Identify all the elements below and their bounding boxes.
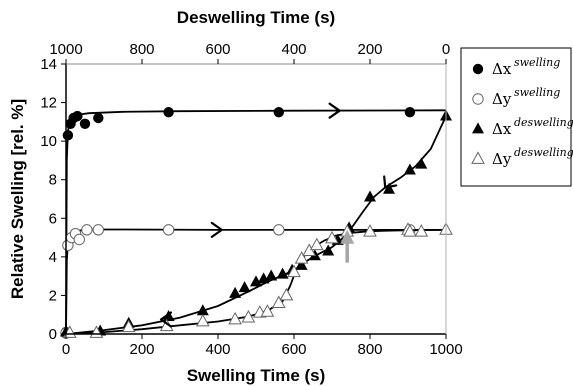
data-point	[404, 107, 416, 118]
data-point	[294, 251, 309, 264]
legend-label-main: Δy	[492, 150, 512, 168]
x-top-tick-label: 600	[205, 41, 230, 58]
data-point	[93, 112, 104, 124]
data-point	[271, 295, 286, 309]
legend-item: Δx deswelling	[472, 116, 573, 138]
data-point	[228, 311, 242, 325]
legend-item: Δy swelling	[472, 86, 560, 108]
legend-marker	[472, 93, 484, 105]
data-point	[196, 304, 209, 316]
legend-marker	[472, 122, 484, 134]
data-point	[276, 267, 289, 279]
data-point	[163, 107, 174, 118]
series-2	[60, 109, 452, 337]
y-tick-label: 10	[40, 133, 57, 150]
series-0	[60, 107, 447, 338]
x-bottom-axis-title: Swelling Time (s)	[187, 366, 326, 385]
fit-curve	[65, 115, 447, 335]
data-point	[325, 230, 339, 244]
legend-label-sup: deswelling	[514, 116, 573, 129]
series-1	[60, 224, 446, 339]
x-top-tick-label: 800	[129, 41, 154, 58]
legend-marker	[471, 151, 485, 164]
data-point	[73, 233, 86, 246]
data-point	[257, 272, 270, 284]
direction-arrow	[328, 102, 341, 119]
legend-item: Δy deswelling	[471, 146, 573, 168]
data-point	[322, 244, 335, 256]
data-point	[62, 130, 74, 141]
fit-curve	[65, 109, 447, 335]
data-point	[79, 118, 91, 129]
legend-marker	[472, 63, 484, 75]
y-axis-title: Relative Swelling [rel. %]	[8, 99, 27, 299]
data-point	[309, 237, 324, 251]
data-point	[72, 110, 83, 122]
legend-label-sup: swelling	[514, 86, 560, 99]
y-tick-label: 8	[49, 172, 57, 189]
legend-label-sup: swelling	[514, 56, 560, 69]
data-point	[162, 224, 175, 236]
data-point	[363, 224, 377, 237]
x-top-tick-label: 1000	[49, 41, 82, 58]
data-point	[273, 224, 285, 236]
legend-label-sup: deswelling	[514, 146, 573, 159]
x-top-tick-label: 400	[281, 41, 306, 58]
y-tick-label: 14	[40, 56, 57, 73]
x-bottom-tick-label: 600	[281, 341, 306, 358]
data-point	[121, 319, 136, 333]
data-point	[403, 224, 417, 237]
data-point	[414, 224, 429, 237]
x-top-axis-title: Deswelling Time (s)	[177, 8, 335, 27]
data-point	[195, 313, 210, 327]
data-point	[273, 107, 284, 118]
data-point	[415, 157, 428, 169]
data-point	[250, 275, 262, 287]
data-point	[92, 224, 105, 236]
y-tick-label: 0	[49, 326, 57, 343]
legend-label-main: Δx	[492, 120, 512, 138]
y-tick-label: 4	[49, 249, 57, 266]
legend-item: Δx swelling	[472, 56, 560, 78]
data-point	[403, 163, 416, 175]
direction-arrow	[159, 311, 173, 328]
y-tick-label: 12	[40, 95, 57, 112]
data-point	[265, 269, 278, 281]
data-point	[279, 287, 294, 301]
x-bottom-tick-label: 400	[205, 341, 230, 358]
data-point	[229, 286, 242, 298]
data-point	[241, 309, 256, 323]
data-point	[260, 304, 275, 317]
data-point	[287, 264, 301, 278]
y-tick-label: 6	[49, 210, 57, 227]
legend-label-main: Δx	[492, 60, 512, 78]
x-top-tick-label: 200	[357, 41, 382, 58]
y-tick-label: 2	[49, 287, 57, 304]
data-point	[364, 190, 376, 202]
x-bottom-tick-label: 1000	[429, 341, 462, 358]
data-point	[383, 182, 395, 194]
data-point	[81, 224, 93, 236]
direction-arrow	[383, 175, 398, 189]
direction-arrow	[210, 221, 223, 238]
x-bottom-tick-label: 200	[129, 341, 154, 358]
x-bottom-tick-label: 800	[357, 341, 382, 358]
x-top-tick-label: 0	[442, 41, 450, 58]
legend-label-main: Δy	[492, 90, 512, 108]
plot-area	[60, 102, 453, 339]
data-point	[238, 281, 251, 293]
x-bottom-tick-label: 0	[62, 341, 70, 358]
